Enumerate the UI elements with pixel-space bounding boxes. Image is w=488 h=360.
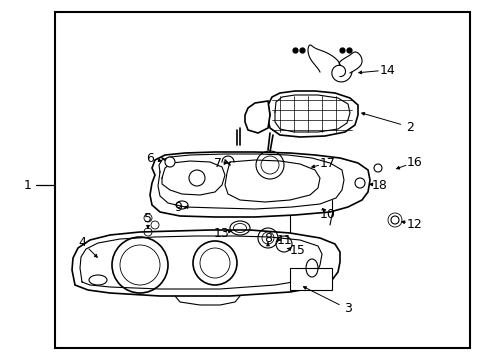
Text: 15: 15: [289, 243, 305, 257]
Circle shape: [164, 157, 175, 167]
Text: 7: 7: [214, 157, 222, 170]
Bar: [289, 268, 331, 290]
Polygon shape: [72, 230, 339, 296]
Text: 12: 12: [407, 217, 422, 230]
Text: 4: 4: [78, 235, 86, 248]
Text: 5: 5: [143, 212, 152, 225]
Text: 10: 10: [320, 207, 335, 220]
Text: 16: 16: [407, 156, 422, 168]
Text: 11: 11: [277, 234, 292, 247]
Text: 17: 17: [320, 157, 335, 170]
Text: 3: 3: [344, 302, 351, 315]
Circle shape: [354, 178, 364, 188]
Text: 6: 6: [146, 152, 154, 165]
Text: 1: 1: [24, 179, 32, 192]
Text: 2: 2: [405, 121, 413, 134]
Circle shape: [373, 164, 381, 172]
Polygon shape: [267, 91, 357, 137]
Text: 9: 9: [174, 201, 182, 213]
Polygon shape: [244, 101, 269, 133]
Text: 14: 14: [379, 63, 395, 77]
Polygon shape: [150, 152, 369, 217]
Text: 8: 8: [264, 231, 271, 244]
Circle shape: [390, 216, 398, 224]
Text: 13: 13: [214, 226, 229, 239]
Text: 18: 18: [371, 179, 387, 192]
